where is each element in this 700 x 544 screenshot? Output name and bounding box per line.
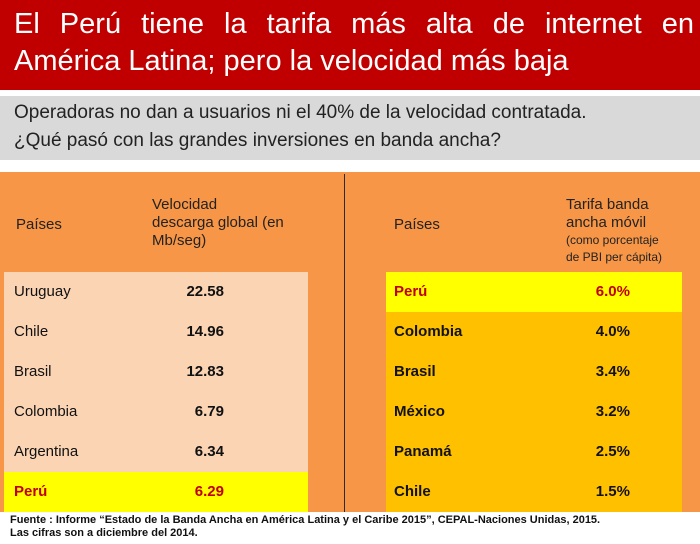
tariff-value: 6.0%	[595, 283, 630, 300]
title-banner: El Perú tiene la tarifa más alta de inte…	[0, 0, 700, 90]
table-row: Brasil 3.4%	[386, 352, 682, 392]
country-name: Uruguay	[14, 283, 71, 300]
left-speed-header-line-3: Mb/seg)	[152, 232, 207, 249]
right-table-body: Perú 6.0% Colombia 4.0% Brasil 3.4% Méxi…	[386, 272, 682, 512]
table-row-highlighted: Perú 6.0%	[386, 272, 682, 312]
tariff-value: 2.5%	[595, 443, 630, 460]
country-name: Colombia	[394, 323, 463, 340]
table-row: Brasil 12.83	[4, 352, 308, 392]
source-line-1: Fuente : Informe “Estado de la Banda Anc…	[10, 514, 601, 526]
speed-value: 12.83	[186, 363, 224, 380]
table-row: Panamá 2.5%	[386, 432, 682, 472]
subtitle-line-2: ¿Qué pasó con las grandes inversiones en…	[14, 130, 501, 151]
country-name: Perú	[394, 283, 428, 300]
table-row: Chile 14.96	[4, 312, 308, 352]
panel-divider	[344, 174, 345, 512]
table-row: Uruguay 22.58	[4, 272, 308, 312]
page-title: El Perú tiene la tarifa más alta de inte…	[14, 6, 694, 80]
country-name: Panamá	[394, 443, 452, 460]
title-line-1: El Perú tiene la tarifa más alta de inte…	[14, 8, 694, 40]
right-tariff-header-line-2: ancha móvil	[566, 214, 647, 231]
country-name: Perú	[14, 483, 48, 500]
table-row: Colombia 4.0%	[386, 312, 682, 352]
left-table-body: Uruguay 22.58 Chile 14.96 Brasil 12.83 C…	[4, 272, 308, 512]
right-tariff-header: Tarifa banda ancha móvil (como porcentaj…	[566, 196, 696, 266]
table-row: Chile 1.5%	[386, 472, 682, 512]
tariff-value: 3.2%	[595, 403, 630, 420]
table-row: México 3.2%	[386, 392, 682, 432]
country-name: Colombia	[14, 403, 78, 420]
left-speed-header: Velocidad descarga global (en Mb/seg)	[152, 196, 284, 250]
table-row-highlighted: Perú 6.29	[4, 472, 308, 512]
country-name: México	[394, 403, 445, 420]
right-tariff-header-line-4: de PBI per cápita)	[566, 250, 663, 264]
country-name: Brasil	[14, 363, 52, 380]
title-line-2: América Latina; pero la velocidad más ba…	[14, 45, 569, 77]
right-tariff-header-line-3: (como porcentaje	[566, 233, 659, 247]
country-name: Chile	[14, 323, 49, 340]
right-countries-header: Países	[394, 216, 440, 233]
speed-value: 22.58	[186, 283, 224, 300]
left-speed-header-line-2: descarga global (en	[152, 214, 284, 231]
country-name: Argentina	[14, 443, 79, 460]
left-speed-header-line-1: Velocidad	[152, 196, 218, 213]
source-line-2: Las cifras son a diciembre del 2014.	[10, 527, 198, 539]
country-name: Brasil	[394, 363, 436, 380]
tariff-value: 3.4%	[595, 363, 630, 380]
right-tariff-header-line-1: Tarifa banda	[566, 196, 649, 213]
source-note: Fuente : Informe “Estado de la Banda Anc…	[10, 514, 700, 540]
subtitle-banner: Operadoras no dan a usuarios ni el 40% d…	[0, 96, 700, 160]
speed-value: 14.96	[186, 323, 224, 340]
speed-value: 6.79	[194, 403, 224, 420]
tariff-value: 4.0%	[595, 323, 630, 340]
speed-value: 6.29	[194, 483, 224, 500]
tariff-value: 1.5%	[595, 483, 630, 500]
country-name: Chile	[394, 483, 431, 500]
subtitle-line-1: Operadoras no dan a usuarios ni el 40% d…	[14, 102, 587, 123]
speed-value: 6.34	[194, 443, 224, 460]
left-countries-header: Países	[16, 216, 62, 233]
table-row: Colombia 6.79	[4, 392, 308, 432]
table-row: Argentina 6.34	[4, 432, 308, 472]
